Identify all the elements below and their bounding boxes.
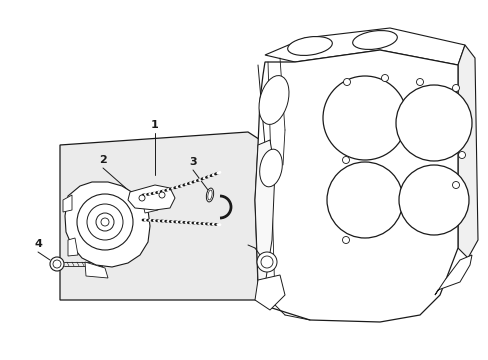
Polygon shape xyxy=(128,185,175,210)
Ellipse shape xyxy=(259,76,288,125)
Circle shape xyxy=(398,165,468,235)
Polygon shape xyxy=(60,132,267,300)
Ellipse shape xyxy=(352,31,397,49)
Circle shape xyxy=(395,85,471,161)
Ellipse shape xyxy=(287,37,332,55)
Text: 3: 3 xyxy=(189,157,196,167)
Circle shape xyxy=(326,162,402,238)
Circle shape xyxy=(381,75,387,81)
Circle shape xyxy=(342,157,349,163)
Circle shape xyxy=(416,78,423,86)
Ellipse shape xyxy=(206,188,213,202)
Circle shape xyxy=(451,181,459,189)
Circle shape xyxy=(159,192,164,198)
Circle shape xyxy=(50,257,64,271)
Circle shape xyxy=(451,85,459,91)
Polygon shape xyxy=(85,262,108,278)
Polygon shape xyxy=(254,140,274,285)
Circle shape xyxy=(323,76,406,160)
Polygon shape xyxy=(254,50,457,322)
Circle shape xyxy=(77,194,133,250)
Polygon shape xyxy=(68,238,78,256)
Circle shape xyxy=(257,252,276,272)
Polygon shape xyxy=(254,275,285,310)
Polygon shape xyxy=(457,45,477,258)
Text: 2: 2 xyxy=(99,155,107,165)
Polygon shape xyxy=(142,196,158,213)
Polygon shape xyxy=(264,28,464,65)
Ellipse shape xyxy=(259,149,282,187)
Text: 1: 1 xyxy=(151,120,159,130)
Polygon shape xyxy=(63,195,72,212)
Ellipse shape xyxy=(207,190,212,200)
Polygon shape xyxy=(65,182,150,267)
Circle shape xyxy=(101,218,109,226)
Text: 4: 4 xyxy=(34,239,42,249)
Circle shape xyxy=(139,195,145,201)
Circle shape xyxy=(342,237,349,243)
Circle shape xyxy=(343,78,350,86)
Circle shape xyxy=(458,152,465,158)
Polygon shape xyxy=(434,255,471,295)
